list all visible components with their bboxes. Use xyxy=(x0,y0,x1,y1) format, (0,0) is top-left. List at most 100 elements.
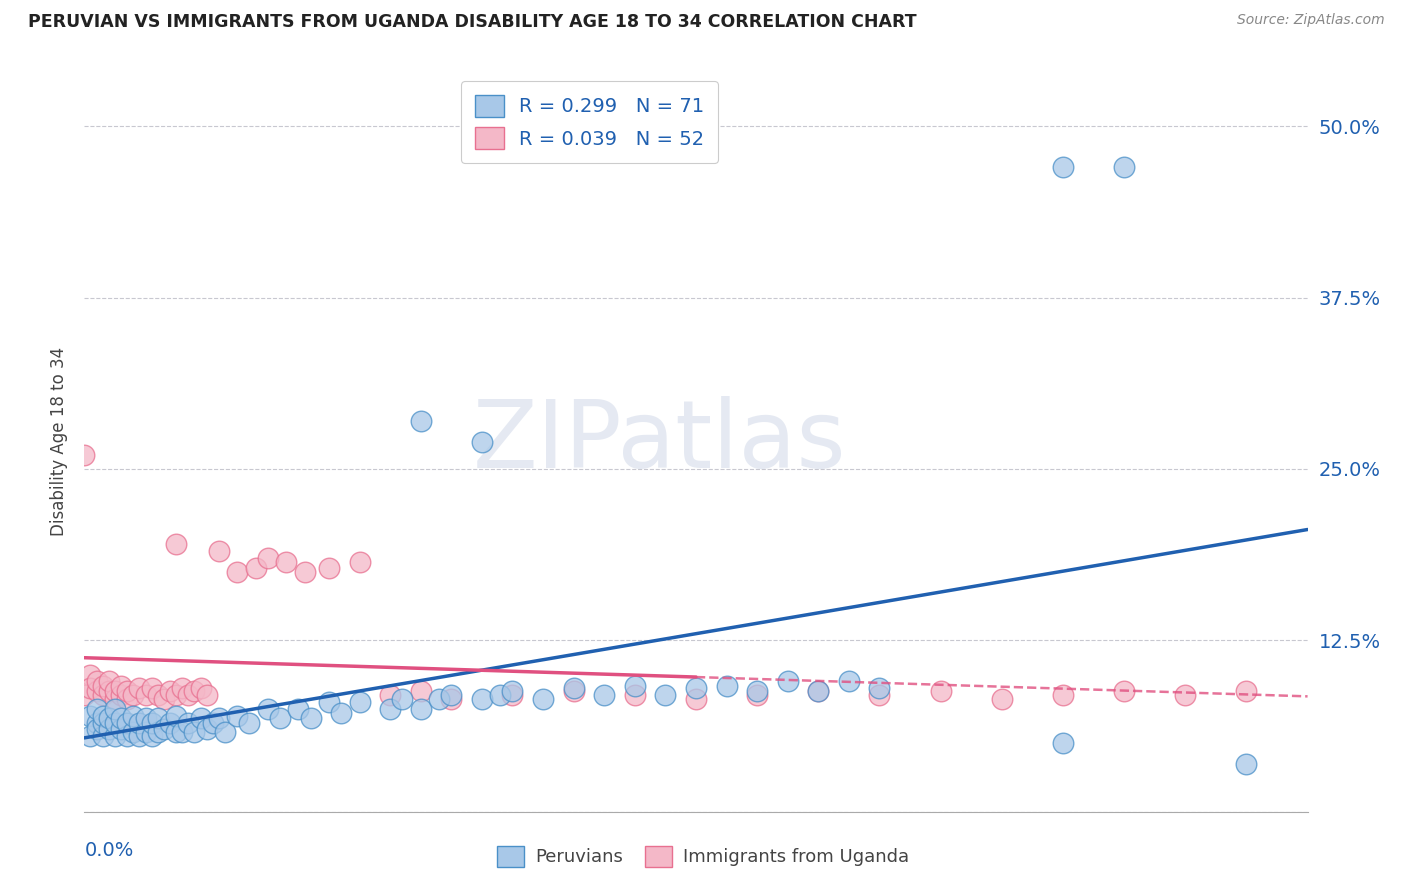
Point xyxy=(318,695,340,709)
Point xyxy=(97,723,120,737)
Point xyxy=(624,688,647,702)
Point xyxy=(172,681,194,696)
Point xyxy=(110,688,132,702)
Point xyxy=(716,679,738,693)
Point xyxy=(349,555,371,569)
Point xyxy=(183,725,205,739)
Point xyxy=(318,560,340,574)
Point xyxy=(73,688,96,702)
Point xyxy=(489,688,512,702)
Point xyxy=(1052,736,1074,750)
Point xyxy=(208,711,231,725)
Legend: Peruvians, Immigrants from Uganda: Peruvians, Immigrants from Uganda xyxy=(491,838,915,874)
Point xyxy=(177,688,200,702)
Point xyxy=(593,688,616,702)
Point xyxy=(195,723,218,737)
Point xyxy=(471,434,494,449)
Point xyxy=(177,715,200,730)
Point xyxy=(135,711,157,725)
Point xyxy=(110,711,132,725)
Point xyxy=(104,702,127,716)
Point xyxy=(183,684,205,698)
Point xyxy=(91,708,114,723)
Point xyxy=(110,723,132,737)
Point xyxy=(146,711,169,725)
Point xyxy=(1114,684,1136,698)
Point xyxy=(685,692,707,706)
Point xyxy=(104,715,127,730)
Y-axis label: Disability Age 18 to 34: Disability Age 18 to 34 xyxy=(51,347,69,536)
Point xyxy=(531,692,554,706)
Point xyxy=(141,681,163,696)
Point xyxy=(1236,756,1258,771)
Point xyxy=(86,674,108,689)
Point xyxy=(502,688,524,702)
Point xyxy=(79,729,101,743)
Text: Source: ZipAtlas.com: Source: ZipAtlas.com xyxy=(1237,13,1385,28)
Point xyxy=(747,688,769,702)
Point xyxy=(562,684,585,698)
Point xyxy=(115,715,138,730)
Point xyxy=(1052,688,1074,702)
Point xyxy=(172,725,194,739)
Point xyxy=(391,692,413,706)
Point xyxy=(153,723,176,737)
Point xyxy=(991,692,1014,706)
Point xyxy=(685,681,707,696)
Point xyxy=(122,688,145,702)
Point xyxy=(79,667,101,681)
Point xyxy=(201,715,224,730)
Point xyxy=(502,684,524,698)
Point xyxy=(135,688,157,702)
Point xyxy=(104,692,127,706)
Point xyxy=(294,565,316,579)
Point xyxy=(104,684,127,698)
Point xyxy=(190,711,212,725)
Point xyxy=(91,679,114,693)
Point xyxy=(104,729,127,743)
Point xyxy=(287,702,309,716)
Point xyxy=(929,684,952,698)
Point xyxy=(122,708,145,723)
Point xyxy=(97,684,120,698)
Point xyxy=(409,414,432,428)
Point xyxy=(838,674,860,689)
Point xyxy=(562,681,585,696)
Point xyxy=(409,702,432,716)
Point xyxy=(238,715,260,730)
Point xyxy=(380,702,402,716)
Point xyxy=(869,688,891,702)
Text: ZIPatlas: ZIPatlas xyxy=(472,395,846,488)
Point xyxy=(153,692,176,706)
Point xyxy=(141,715,163,730)
Point xyxy=(624,679,647,693)
Point xyxy=(86,684,108,698)
Point xyxy=(115,684,138,698)
Point xyxy=(226,565,249,579)
Point xyxy=(159,715,181,730)
Point xyxy=(86,715,108,730)
Text: PERUVIAN VS IMMIGRANTS FROM UGANDA DISABILITY AGE 18 TO 34 CORRELATION CHART: PERUVIAN VS IMMIGRANTS FROM UGANDA DISAB… xyxy=(28,13,917,31)
Point xyxy=(1236,684,1258,698)
Point xyxy=(427,692,450,706)
Point xyxy=(128,729,150,743)
Point xyxy=(276,555,298,569)
Point xyxy=(409,684,432,698)
Point xyxy=(91,688,114,702)
Point xyxy=(440,692,463,706)
Point xyxy=(654,688,676,702)
Point xyxy=(776,674,799,689)
Point xyxy=(165,688,187,702)
Point xyxy=(128,715,150,730)
Point xyxy=(79,708,101,723)
Point xyxy=(299,711,322,725)
Point xyxy=(1174,688,1197,702)
Point xyxy=(214,725,236,739)
Point xyxy=(86,723,108,737)
Point xyxy=(110,679,132,693)
Point xyxy=(97,674,120,689)
Point xyxy=(257,702,280,716)
Point xyxy=(122,725,145,739)
Point xyxy=(1114,161,1136,175)
Point xyxy=(208,544,231,558)
